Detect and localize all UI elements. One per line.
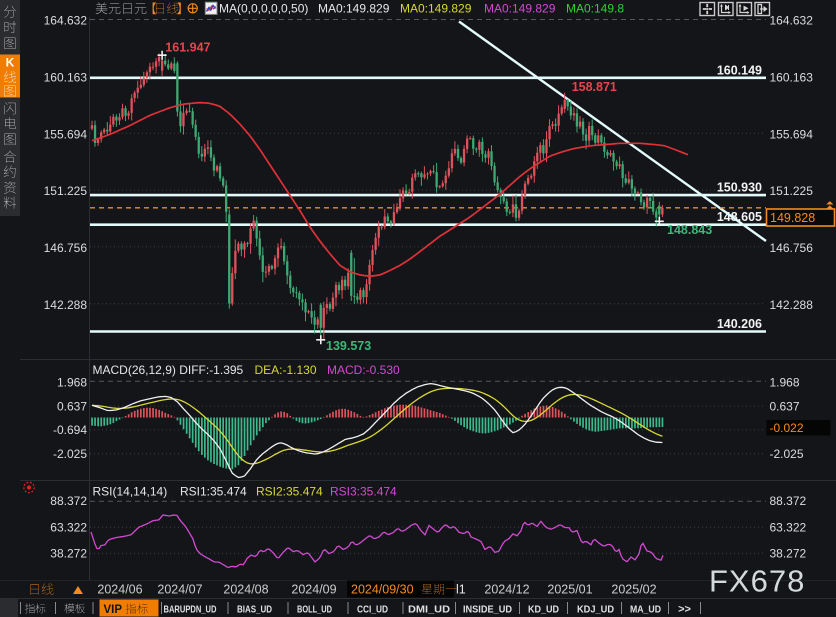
- svg-text:142.288: 142.288: [770, 298, 814, 312]
- svg-text:2024/12: 2024/12: [484, 583, 529, 597]
- svg-text:149.828: 149.828: [770, 211, 815, 225]
- svg-text:1.968: 1.968: [770, 376, 800, 390]
- svg-text:RSI2:35.474: RSI2:35.474: [256, 485, 323, 499]
- svg-text:BOLL_UD: BOLL_UD: [297, 603, 332, 615]
- svg-text:146.756: 146.756: [44, 241, 88, 255]
- svg-text:2025/01: 2025/01: [547, 583, 592, 597]
- svg-text:MA0:149.829: MA0:149.829: [318, 2, 390, 16]
- svg-text:150.930: 150.930: [717, 181, 762, 195]
- svg-text:1.968: 1.968: [57, 376, 87, 390]
- svg-text:160.149: 160.149: [717, 63, 762, 77]
- svg-text:2024/09/30: 2024/09/30: [351, 583, 414, 597]
- svg-text:RSI(14,14,14): RSI(14,14,14): [93, 485, 168, 499]
- svg-text:FX678: FX678: [709, 564, 805, 599]
- svg-text:88.372: 88.372: [770, 494, 807, 508]
- svg-text:2024/07: 2024/07: [157, 583, 202, 597]
- svg-text:146.756: 146.756: [770, 241, 814, 255]
- svg-text:2024/06: 2024/06: [97, 583, 142, 597]
- svg-text:INSIDE_UD: INSIDE_UD: [463, 603, 512, 615]
- svg-text:BIAS_UD: BIAS_UD: [237, 603, 272, 615]
- svg-text:MACD:-0.530: MACD:-0.530: [327, 363, 400, 377]
- svg-text:KDJ_UD: KDJ_UD: [577, 603, 614, 615]
- svg-text:38.272: 38.272: [50, 547, 87, 561]
- svg-text:MA_UD: MA_UD: [630, 603, 661, 615]
- svg-text:151.225: 151.225: [44, 184, 88, 198]
- svg-text:DEA:-1.130: DEA:-1.130: [255, 363, 317, 377]
- svg-text:161.947: 161.947: [165, 41, 210, 55]
- svg-text:88.372: 88.372: [50, 494, 87, 508]
- svg-text:-0.694: -0.694: [53, 423, 87, 437]
- svg-text:-2.025: -2.025: [53, 447, 87, 461]
- svg-text:139.573: 139.573: [326, 339, 371, 353]
- svg-text:DMI_UD: DMI_UD: [408, 603, 450, 615]
- svg-text:-0.022: -0.022: [770, 421, 804, 435]
- svg-text:151.225: 151.225: [770, 184, 814, 198]
- svg-text:142.288: 142.288: [44, 298, 88, 312]
- svg-text:148.843: 148.843: [667, 223, 712, 237]
- svg-text:l1: l1: [456, 583, 466, 597]
- svg-text:>>: >>: [678, 603, 691, 615]
- svg-text:140.206: 140.206: [717, 317, 762, 331]
- svg-text:VIP: VIP: [104, 604, 123, 616]
- svg-text:MA0:149.829: MA0:149.829: [400, 2, 472, 16]
- svg-text:0.637: 0.637: [770, 399, 800, 413]
- svg-text:MA0:149.829: MA0:149.829: [484, 2, 556, 16]
- svg-text:63.322: 63.322: [50, 520, 87, 534]
- svg-text:BARUPDN_UD: BARUPDN_UD: [164, 603, 217, 615]
- svg-text:CCI_UD: CCI_UD: [357, 603, 388, 615]
- svg-text:RSI3:35.474: RSI3:35.474: [330, 485, 397, 499]
- svg-text:KD_UD: KD_UD: [528, 603, 559, 615]
- svg-text:MA(0,0,0,0,0,50): MA(0,0,0,0,0,50): [219, 2, 308, 16]
- svg-text:164.632: 164.632: [44, 14, 88, 28]
- svg-text:160.163: 160.163: [44, 71, 88, 85]
- svg-text:RSI1:35.474: RSI1:35.474: [180, 485, 247, 499]
- svg-text:164.632: 164.632: [770, 14, 814, 28]
- svg-text:155.694: 155.694: [770, 127, 814, 141]
- svg-text:K: K: [6, 56, 15, 70]
- svg-text:155.694: 155.694: [44, 127, 88, 141]
- svg-text:-2.025: -2.025: [770, 447, 804, 461]
- svg-text:2025/02: 2025/02: [611, 583, 656, 597]
- svg-text:MA0:149.8: MA0:149.8: [566, 2, 624, 16]
- svg-text:2024/09: 2024/09: [291, 583, 336, 597]
- svg-text:160.163: 160.163: [770, 71, 814, 85]
- svg-text:63.322: 63.322: [770, 520, 807, 534]
- svg-text:158.871: 158.871: [572, 80, 617, 94]
- svg-text:38.272: 38.272: [770, 547, 807, 561]
- svg-text:MACD(26,12,9) DIFF:-1.395: MACD(26,12,9) DIFF:-1.395: [93, 363, 244, 377]
- svg-text:2024/08: 2024/08: [223, 583, 268, 597]
- svg-text:0.637: 0.637: [57, 399, 87, 413]
